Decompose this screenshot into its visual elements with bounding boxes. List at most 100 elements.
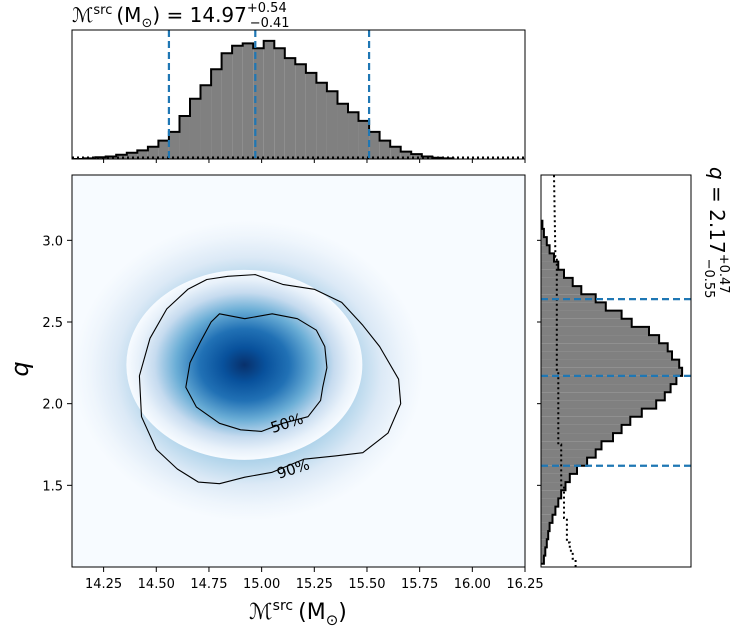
top-title: ℳsrc (M⊙) = 14.97+0.54 −0.41 bbox=[72, 1, 290, 31]
joint-panel: 50%90% 14.25 14.50 14.75 15.00 15.25 15.50 15.… bbox=[6, 174, 544, 629]
top-hist-bar bbox=[242, 43, 254, 159]
right-hist-bar bbox=[541, 473, 570, 483]
right-prior-dotted bbox=[553, 175, 577, 567]
top-hist-bar bbox=[369, 131, 380, 159]
right-hist-bar bbox=[541, 539, 547, 548]
right-hist-bar bbox=[541, 367, 683, 376]
top-hist-bar bbox=[284, 58, 296, 159]
top-hist-bar bbox=[105, 156, 117, 159]
top-frame bbox=[71, 29, 526, 160]
top-hist-bar bbox=[274, 48, 285, 159]
top-hist-bar bbox=[358, 120, 370, 159]
right-hist-bar bbox=[541, 326, 649, 336]
x-tick-label: 15.50 bbox=[348, 577, 385, 592]
right-hist-bar bbox=[541, 531, 549, 540]
y-axis-label: q bbox=[6, 361, 34, 376]
right-hist-bar bbox=[541, 343, 668, 352]
x-tick-label: 14.50 bbox=[138, 577, 175, 592]
right-hist-bar bbox=[541, 335, 660, 344]
right-hist-bar bbox=[541, 245, 550, 254]
right-hist-bar bbox=[541, 490, 562, 499]
right-title: q = 2.17+0.47−0.55 bbox=[701, 167, 731, 298]
right-hist-bar bbox=[541, 449, 596, 458]
top-hist-bar bbox=[147, 146, 159, 159]
right-hist-bar bbox=[541, 465, 577, 474]
top-hist-bar bbox=[379, 140, 391, 159]
right-hist-bar bbox=[541, 514, 553, 523]
y-tick-label: 3.0 bbox=[42, 234, 63, 249]
right-hist-bar bbox=[541, 433, 613, 442]
right-hist-bar bbox=[541, 375, 677, 385]
y-tick-label: 2.5 bbox=[42, 316, 63, 331]
right-hist-bar bbox=[541, 228, 544, 238]
right-hist-bar bbox=[541, 547, 546, 556]
right-hist-bar bbox=[541, 277, 573, 287]
right-hist-bar bbox=[541, 351, 673, 360]
right-hist-bar bbox=[541, 318, 632, 327]
top-hist-bar bbox=[411, 154, 422, 159]
right-hist-outline bbox=[541, 219, 684, 565]
right-hist-bar bbox=[541, 498, 559, 507]
top-hist-bar bbox=[390, 146, 401, 159]
contour-90pct bbox=[138, 274, 402, 485]
right-hist-bar bbox=[541, 310, 622, 319]
contour-50pct bbox=[185, 313, 328, 432]
top-ticks bbox=[103, 159, 526, 163]
top-hist-outline bbox=[72, 39, 455, 159]
top-hist-bar bbox=[211, 69, 222, 159]
right-hist-bar bbox=[541, 384, 671, 393]
right-hist-bar bbox=[541, 269, 565, 278]
right-hist-bar bbox=[541, 482, 566, 491]
top-marginal-panel: ℳsrc (M⊙) = 14.97+0.54 −0.41 bbox=[71, 1, 526, 163]
top-hist-bar bbox=[126, 152, 138, 159]
right-ticks bbox=[537, 239, 541, 486]
top-histogram bbox=[72, 39, 525, 159]
top-hist-bar bbox=[158, 140, 169, 159]
right-hist-bar bbox=[541, 302, 606, 311]
right-hist-bar bbox=[541, 555, 544, 564]
right-quantile-lines bbox=[541, 298, 691, 467]
right-hist-bar bbox=[541, 392, 665, 401]
right-hist-bar bbox=[541, 457, 588, 466]
right-hist-bar bbox=[541, 237, 547, 246]
right-hist-bar bbox=[541, 408, 642, 417]
y-tick-label: 1.5 bbox=[42, 479, 63, 494]
top-hist-bar bbox=[316, 82, 327, 159]
x-axis-ticks: 14.25 14.50 14.75 15.00 15.25 15.50 15.75 16.00… bbox=[85, 567, 544, 592]
top-hist-bar bbox=[263, 40, 275, 159]
top-hist-bar bbox=[305, 72, 317, 159]
x-tick-label: 15.00 bbox=[243, 577, 280, 592]
top-hist-bar bbox=[326, 91, 338, 159]
x-tick-label: 16.00 bbox=[454, 577, 491, 592]
top-hist-bar bbox=[221, 53, 233, 159]
right-hist-bar bbox=[541, 522, 550, 532]
top-hist-bar bbox=[295, 64, 306, 159]
right-hist-bar bbox=[541, 286, 582, 295]
right-hist-bar bbox=[541, 400, 657, 409]
top-hist-bar bbox=[400, 151, 412, 159]
right-histogram bbox=[541, 175, 684, 567]
right-hist-bar bbox=[541, 506, 556, 515]
top-hist-bar bbox=[137, 150, 148, 159]
top-hist-bar bbox=[116, 154, 127, 159]
density-core bbox=[126, 269, 363, 460]
top-hist-bar bbox=[200, 85, 212, 159]
top-hist-bar bbox=[337, 103, 349, 159]
right-hist-bar bbox=[541, 359, 680, 368]
y-axis-ticks: 1.5 2.0 2.5 3.0 bbox=[42, 234, 72, 494]
top-hist-bar bbox=[253, 48, 264, 159]
top-hist-bar bbox=[189, 98, 201, 159]
x-tick-label: 15.75 bbox=[401, 577, 438, 592]
joint-frame bbox=[71, 174, 526, 568]
right-marginal-panel: q = 2.17+0.47−0.55 bbox=[537, 167, 731, 568]
x-tick-label: 16.25 bbox=[506, 577, 543, 592]
top-hist-bar bbox=[348, 112, 359, 159]
x-tick-label: 14.25 bbox=[85, 577, 122, 592]
right-hist-bar bbox=[541, 261, 559, 270]
right-hist-bar bbox=[541, 253, 554, 262]
right-hist-bar bbox=[541, 441, 602, 450]
right-frame bbox=[540, 174, 692, 568]
right-hist-bar bbox=[541, 424, 622, 434]
top-hist-bar bbox=[168, 131, 180, 159]
